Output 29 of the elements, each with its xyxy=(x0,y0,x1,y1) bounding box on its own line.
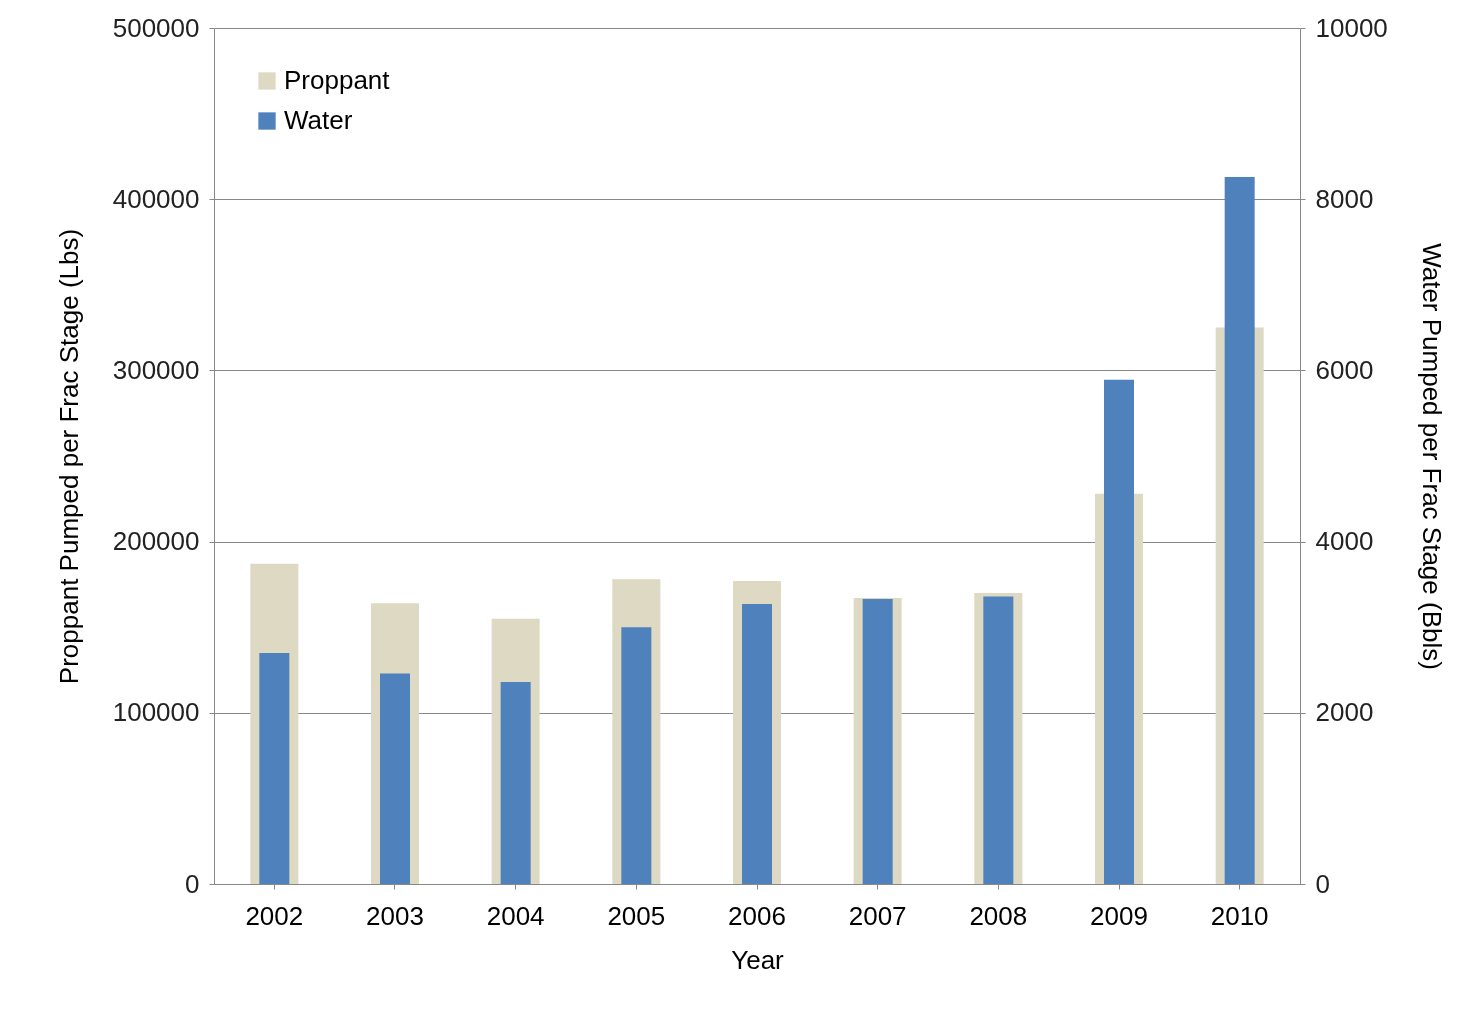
y2-tick-label: 8000 xyxy=(1315,183,1374,214)
x-tick-label: 2009 xyxy=(1090,900,1148,931)
y-tick-label: 400000 xyxy=(112,183,200,214)
x-tick-label: 2007 xyxy=(848,900,907,931)
y2-tick-label: 4000 xyxy=(1315,526,1374,557)
bar xyxy=(500,681,531,884)
legend-label: Proppant xyxy=(284,65,391,95)
x-tick-label: 2003 xyxy=(366,900,424,931)
y2-tick-label: 10000 xyxy=(1315,12,1388,43)
y-axis-title: Proppant Pumped per Frac Stage (Lbs) xyxy=(53,228,84,685)
x-tick-label: 2008 xyxy=(969,900,1028,931)
y2-axis-title: Water Pumped per Frac Stage (Bbls) xyxy=(1416,243,1447,670)
bar xyxy=(259,652,290,884)
y-tick-label: 300000 xyxy=(112,354,200,385)
x-tick-label: 2002 xyxy=(245,900,304,931)
y-tick-label: 0 xyxy=(185,868,200,899)
y2-tick-label: 6000 xyxy=(1315,354,1374,385)
y2-tick-label: 2000 xyxy=(1315,697,1374,728)
x-tick-label: 2010 xyxy=(1210,900,1269,931)
y-tick-label: 100000 xyxy=(112,697,200,728)
y2-tick-label: 0 xyxy=(1315,868,1330,899)
x-tick-label: 2006 xyxy=(728,900,786,931)
x-tick-label: 2005 xyxy=(607,900,666,931)
x-axis-title: Year xyxy=(731,944,785,975)
y-tick-label: 200000 xyxy=(112,526,200,557)
x-tick-label: 2004 xyxy=(486,900,545,931)
bar xyxy=(380,673,410,884)
y-tick-label: 500000 xyxy=(112,12,200,43)
legend-label: Water xyxy=(284,105,353,135)
